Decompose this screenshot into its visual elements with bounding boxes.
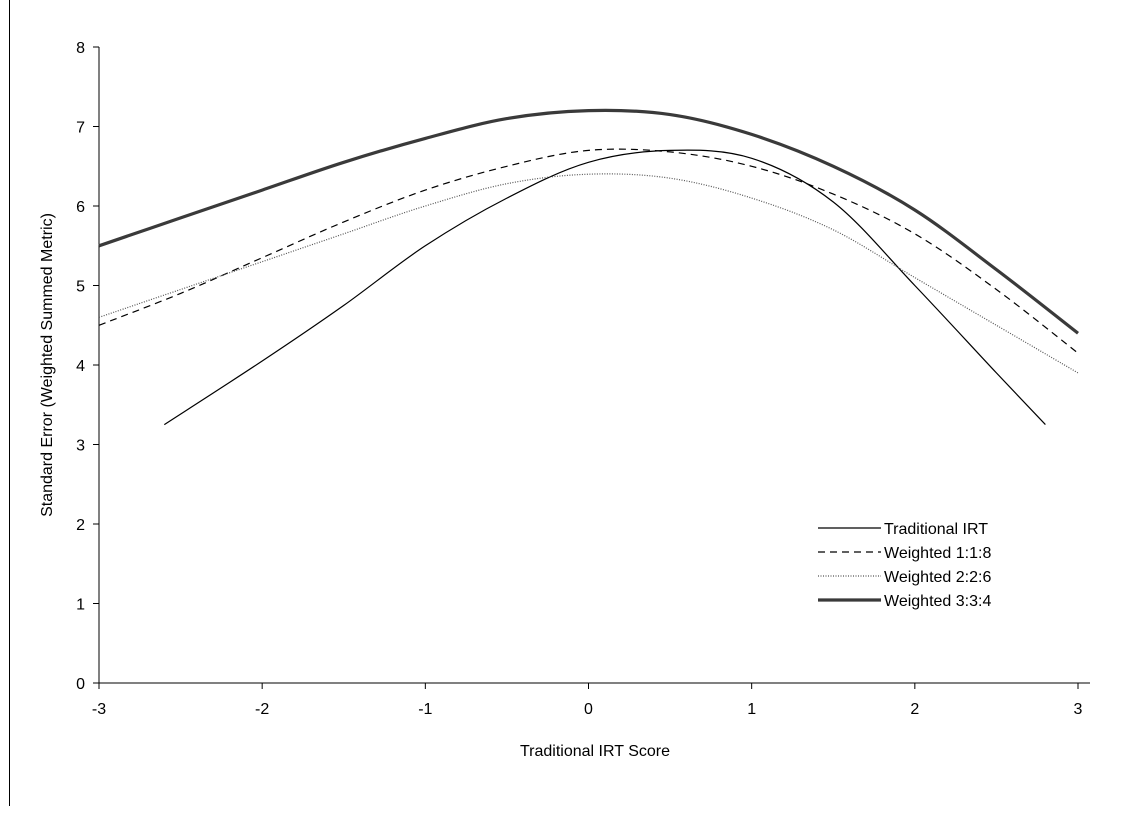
y-tick-label: 6 [76,199,85,216]
y-axis-ticks: 0 1 2 3 4 5 6 7 8 [76,40,99,693]
x-tick-label: -2 [255,701,269,718]
y-tick-label: 3 [76,438,85,455]
chart-axes [98,47,1090,684]
x-axis-ticks: -3 -2 -1 0 1 2 3 [92,683,1083,718]
y-tick-label: 1 [76,597,85,614]
legend-label: Weighted 2:2:6 [884,569,991,586]
series-line-3 [98,173,1079,374]
series-layer [98,108,1079,426]
left-border-line [9,0,10,806]
x-tick-label: -3 [92,701,106,718]
y-tick-label: 2 [76,517,85,534]
legend-label: Weighted 3:3:4 [884,593,991,610]
x-tick-label: 1 [747,701,756,718]
x-tick-label: 0 [584,701,593,718]
series-line-2 [98,148,1079,354]
y-tick-label: 4 [76,358,85,375]
y-tick-label: 8 [76,40,85,57]
series-line-1 [163,149,1046,426]
y-tick-label: 5 [76,279,85,296]
x-tick-label: -1 [418,701,432,718]
series-line-4 [98,108,1079,335]
legend-label: Traditional IRT [884,521,988,538]
y-tick-label: 7 [76,120,85,137]
y-axis-label: Standard Error (Weighted Summed Metric) [39,213,56,517]
legend: Traditional IRT Weighted 1:1:8 Weighted 2:… [818,521,991,610]
legend-label: Weighted 1:1:8 [884,545,991,562]
x-tick-label: 2 [910,701,919,718]
y-tick-label: 0 [76,676,85,693]
x-axis-label: Traditional IRT Score [520,743,670,760]
x-tick-label: 3 [1074,701,1083,718]
